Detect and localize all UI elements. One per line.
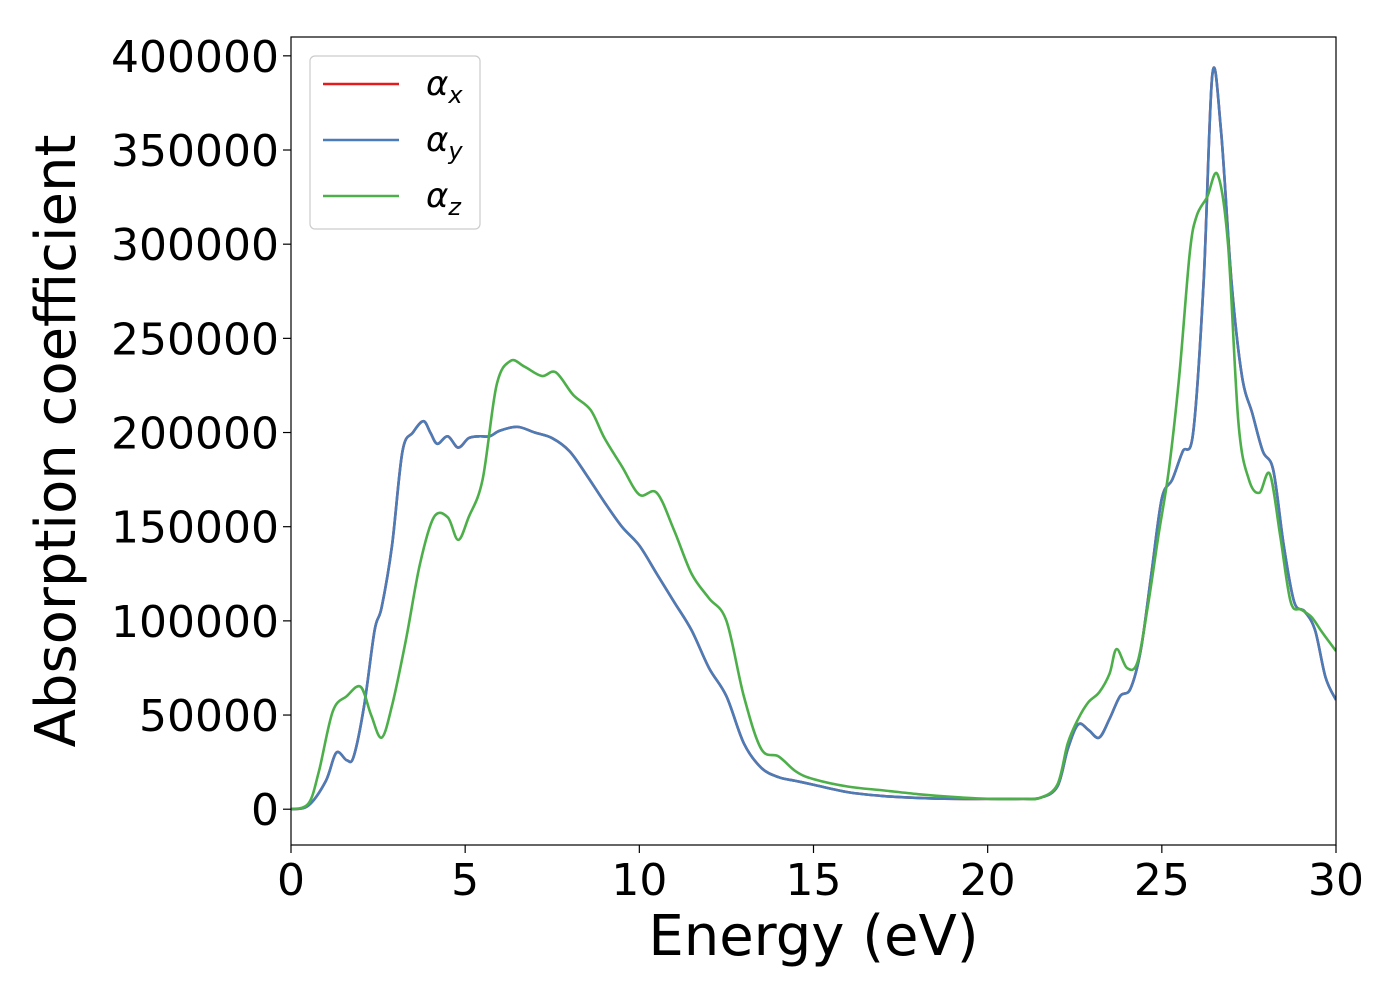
legend: αx αy αz [309, 55, 481, 230]
y-tick-label: 50000 [139, 691, 279, 742]
y-tick-label: 250000 [111, 314, 279, 365]
x-tick-label: 15 [786, 855, 842, 906]
series-layer [291, 66, 1336, 811]
y-tick-label: 400000 [111, 32, 279, 83]
y-tick-label: 0 [251, 785, 279, 836]
y-tick-label: 150000 [111, 503, 279, 554]
series-line-alpha-z [291, 171, 1336, 811]
legend-label-alpha-z: αz [426, 176, 462, 221]
y-tick-label: 350000 [111, 126, 279, 177]
x-tick-label: 25 [1134, 855, 1190, 906]
x-tick-label: 30 [1308, 855, 1364, 906]
y-tick-label: 200000 [111, 409, 279, 460]
legend-label-alpha-x: αx [426, 64, 463, 109]
x-tick-label: 20 [960, 855, 1016, 906]
x-axis: 0 5 10 15 20 25 30 [277, 845, 1364, 906]
legend-box [309, 55, 481, 230]
y-axis-title: Absorption coefficient [24, 135, 89, 748]
x-tick-label: 5 [451, 855, 479, 906]
x-tick-label: 10 [611, 855, 667, 906]
x-tick-label: 0 [277, 855, 305, 906]
x-axis-title: Energy (eV) [648, 904, 978, 969]
y-tick-label: 300000 [111, 220, 279, 271]
series-line-alpha-y [291, 66, 1336, 811]
y-tick-label: 100000 [111, 597, 279, 648]
y-axis: 0 50000 100000 150000 200000 250000 300000 3500… [111, 32, 291, 836]
legend-label-alpha-y: αy [426, 120, 463, 165]
